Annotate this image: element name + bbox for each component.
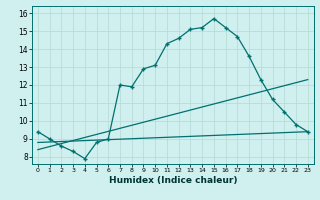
X-axis label: Humidex (Indice chaleur): Humidex (Indice chaleur) xyxy=(108,176,237,185)
